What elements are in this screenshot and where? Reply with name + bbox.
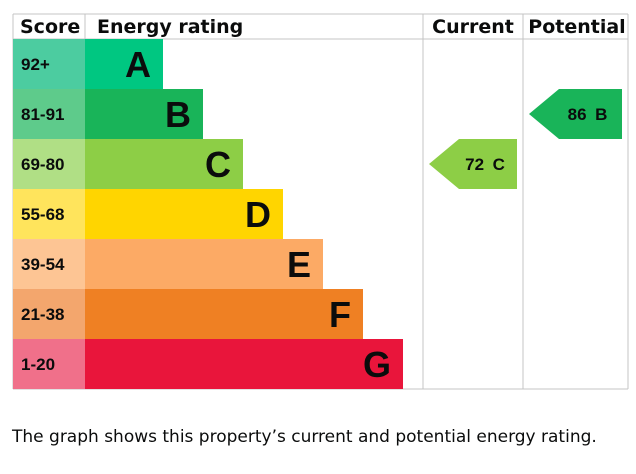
band-d: 55-68 D [13,189,283,239]
rating-bands: 92+ A 81-91 B 69-80 C 55-68 D 39-54 E 21-38 F 1-20 G [13,39,403,389]
band-bar [85,189,283,239]
chart-headers: Score Energy rating Current Potential [20,16,626,38]
band-f: 21-38 F [13,289,363,339]
potential-rating-marker: 86 B [529,89,622,139]
header-score: Score [20,16,80,38]
band-bar [85,39,163,89]
potential-rating-marker-label: 86 B [568,105,608,124]
score-cell [13,39,85,89]
score-label: 39-54 [21,255,65,274]
header-energy-rating: Energy rating [97,16,243,38]
band-a: 92+ A [13,39,163,89]
chart-caption: The graph shows this property’s current … [12,427,597,447]
band-letter: G [363,344,391,385]
score-cell [13,89,85,139]
score-cell [13,139,85,189]
band-letter: D [245,194,271,235]
band-bar [85,339,403,389]
epc-chart: Score Energy rating Current Potential 92… [12,13,629,390]
score-cell [13,289,85,339]
score-label: 55-68 [21,205,64,224]
band-bar [85,139,243,189]
band-letter: E [287,244,311,285]
potential-rating-marker-arrow [529,89,622,139]
current-rating-marker-label: 72 C [465,155,505,174]
band-g: 1-20 G [13,339,403,389]
band-e: 39-54 E [13,239,323,289]
header-potential: Potential [528,16,625,38]
current-rating-marker-arrow [429,139,517,189]
band-c: 69-80 C [13,139,243,189]
score-label: 1-20 [21,355,55,374]
score-cell [13,339,85,389]
band-letter: A [125,44,151,85]
band-b: 81-91 B [13,89,203,139]
band-bar [85,239,323,289]
score-cell [13,189,85,239]
score-label: 21-38 [21,305,64,324]
score-label: 69-80 [21,155,64,174]
score-cell [13,239,85,289]
header-current: Current [432,16,514,38]
current-rating-marker: 72 C [429,139,517,189]
band-letter: C [205,144,231,185]
score-label: 92+ [21,55,50,74]
rating-markers: 72 C 86 B [429,89,622,189]
band-letter: B [165,94,191,135]
band-bar [85,89,203,139]
band-bar [85,289,363,339]
score-label: 81-91 [21,105,64,124]
band-letter: F [329,294,351,335]
